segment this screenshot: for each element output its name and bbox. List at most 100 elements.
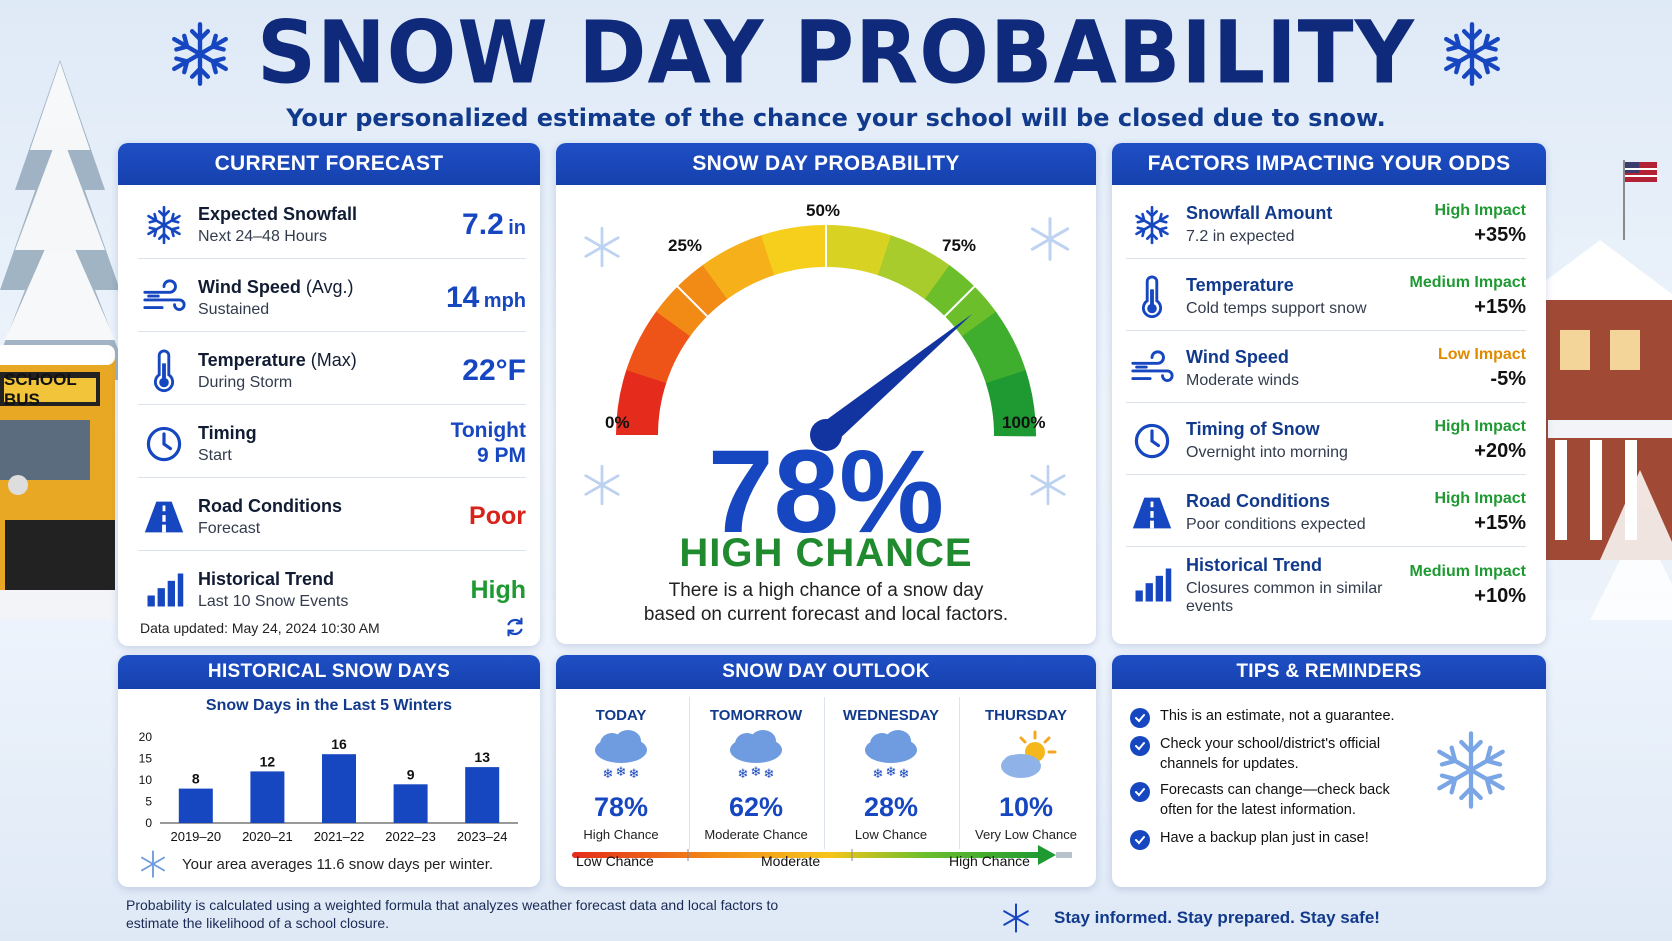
svg-text:❄: ❄ (899, 767, 910, 782)
outlook-chance-label: Low Chance (854, 827, 928, 842)
bar (322, 754, 356, 823)
y-tick-label: 15 (139, 752, 153, 766)
gauge-segment (877, 235, 951, 300)
factor-label: Temperature (1186, 275, 1294, 295)
scale-label-mid: Moderate (761, 853, 821, 869)
outlook-heading: SNOW DAY OUTLOOK (556, 655, 1096, 689)
bar-value-label: 13 (474, 749, 490, 765)
outlook-divider (689, 697, 690, 849)
outlook-day-name: WEDNESDAY (842, 707, 940, 724)
svg-text:❄: ❄ (603, 767, 614, 782)
outlook-chance-label: High Chance (583, 827, 659, 842)
factor-label: Snowfall Amount (1186, 203, 1333, 223)
y-tick-label: 20 (139, 730, 153, 744)
impact-badge: Medium Impact (1409, 562, 1526, 580)
forecast-row: Expected Snowfall Next 24–48 Hours 7.2 i… (138, 191, 526, 259)
gauge-needle (818, 313, 973, 445)
data-updated-text: Data updated: May 24, 2024 10:30 AM (140, 620, 380, 636)
tip-text: Have a backup plan just in case! (1160, 830, 1369, 846)
factors-heading: FACTORS IMPACTING YOUR ODDS (1112, 143, 1546, 185)
probability-gauge (616, 223, 1036, 451)
forecast-row: Road Conditions Forecast Poor (138, 483, 526, 551)
refresh-icon[interactable] (504, 616, 526, 638)
snowflake-icon (584, 226, 620, 268)
x-tick-label: 2021–22 (314, 829, 365, 844)
school-bus (0, 345, 115, 620)
tip-text: Check your school/district's official ch… (1160, 736, 1381, 772)
snow-cloud-icon: ❄ ❄ ❄ (865, 730, 917, 782)
scale-label-high: High Chance (949, 853, 1030, 869)
tips-heading: TIPS & REMINDERS (1112, 655, 1546, 689)
gauge-segment (761, 225, 828, 276)
outlook-day: WEDNESDAY ❄ ❄ ❄ 28% Low Chance (826, 697, 956, 849)
x-tick-label: 2020–21 (242, 829, 293, 844)
gauge-tick-label: 50% (806, 201, 841, 220)
clock-icon (138, 418, 190, 470)
historical-average-text: Your area averages 11.6 snow days per wi… (182, 855, 494, 873)
snowflake-icon (172, 22, 228, 86)
y-tick-label: 0 (145, 816, 152, 830)
bar (250, 771, 285, 823)
snowflake-icon (584, 464, 620, 506)
bar-value-label: 16 (331, 736, 347, 752)
tip-item: Check your school/district's official ch… (1130, 735, 1420, 774)
outlook-divider (959, 697, 960, 849)
impact-badge: High Impact (1434, 418, 1526, 435)
forecast-value: Poor (469, 502, 526, 530)
impact-badge: High Impact (1434, 202, 1526, 219)
x-tick-label: 2022–23 (385, 829, 436, 844)
svg-text:❄: ❄ (738, 767, 749, 782)
gauge-segment (626, 310, 691, 384)
forecast-row: Wind Speed (Avg.) Sustained 14 mph (138, 264, 526, 332)
gauge-segment (826, 225, 893, 276)
scale-label-low: Low Chance (576, 853, 654, 869)
forecast-label: Historical Trend (198, 569, 335, 589)
forecast-value: 14 mph (445, 280, 526, 314)
chance-label: HIGH CHANCE (679, 531, 973, 575)
outlook-percent: 78% (593, 792, 649, 822)
factor-label: Road Conditions (1186, 491, 1330, 511)
bar (178, 788, 213, 823)
factor-detail: Cold temps support snow (1186, 300, 1367, 317)
forecast-value: 7.2 in (462, 207, 526, 241)
gauge-tick-label: 100% (1002, 413, 1046, 432)
outlook-chance-label: Very Low Chance (975, 827, 1077, 842)
page-title: SNOW DAY PROBABILITY (257, 3, 1415, 104)
gauge-tick-label: 0% (605, 413, 630, 432)
outlook-percent: 10% (998, 792, 1054, 822)
snowflake-icon (1003, 903, 1029, 933)
factor-detail: Moderate winds (1186, 372, 1299, 389)
tip-item: Forecasts can change—check back often fo… (1130, 781, 1420, 820)
snowflake-icon (1444, 22, 1500, 86)
historical-heading: HISTORICAL SNOW DAYS (118, 655, 540, 689)
wind-icon (1126, 343, 1178, 395)
factor-label: Historical Trend (1186, 554, 1323, 575)
footer-slogan: Stay informed. Stay prepared. Stay safe! (1000, 902, 1380, 934)
tip-item: Have a backup plan just in case! (1130, 829, 1420, 850)
forecast-label: Expected Snowfall (198, 203, 358, 224)
outlook-day-name: THURSDAY (985, 707, 1067, 724)
factor-change: +20% (1474, 440, 1526, 462)
factor-row: Snowfall Amount 7.2 in expected High Imp… (1126, 191, 1526, 259)
factor-detail: Poor conditions expected (1186, 516, 1366, 533)
svg-text:❄: ❄ (873, 767, 884, 782)
gauge-hub (810, 419, 842, 451)
svg-text:❄: ❄ (751, 765, 762, 780)
tip-text: Forecasts can change—check back often fo… (1160, 782, 1390, 818)
snowflake-icon (138, 199, 190, 251)
gauge-segment (702, 234, 776, 300)
snow-cloud-icon: ❄ ❄ ❄ (595, 730, 647, 782)
factor-detail: Closures common in similar events (1186, 579, 1383, 615)
historical-chart-title: Snow Days in the Last 5 Winters (205, 697, 453, 714)
outlook-day-name: TODAY (595, 707, 647, 724)
forecast-label: Road Conditions (198, 495, 342, 516)
factor-row: Historical Trend Closures common in simi… (1126, 551, 1526, 619)
factor-row: Road Conditions Poor conditions expected… (1126, 479, 1526, 547)
probability-gauge-card: SNOW DAY PROBABILITY 0% 25% 50% 75% 100%… (556, 143, 1096, 644)
forecast-label: Temperature (Max) (198, 349, 357, 370)
snowflake-icon (141, 850, 165, 878)
check-icon (1130, 708, 1150, 728)
factor-detail: Overnight into morning (1186, 444, 1348, 461)
factor-label: Wind Speed (1186, 347, 1289, 367)
factor-row: Wind Speed Moderate winds Low Impact -5% (1126, 335, 1526, 403)
